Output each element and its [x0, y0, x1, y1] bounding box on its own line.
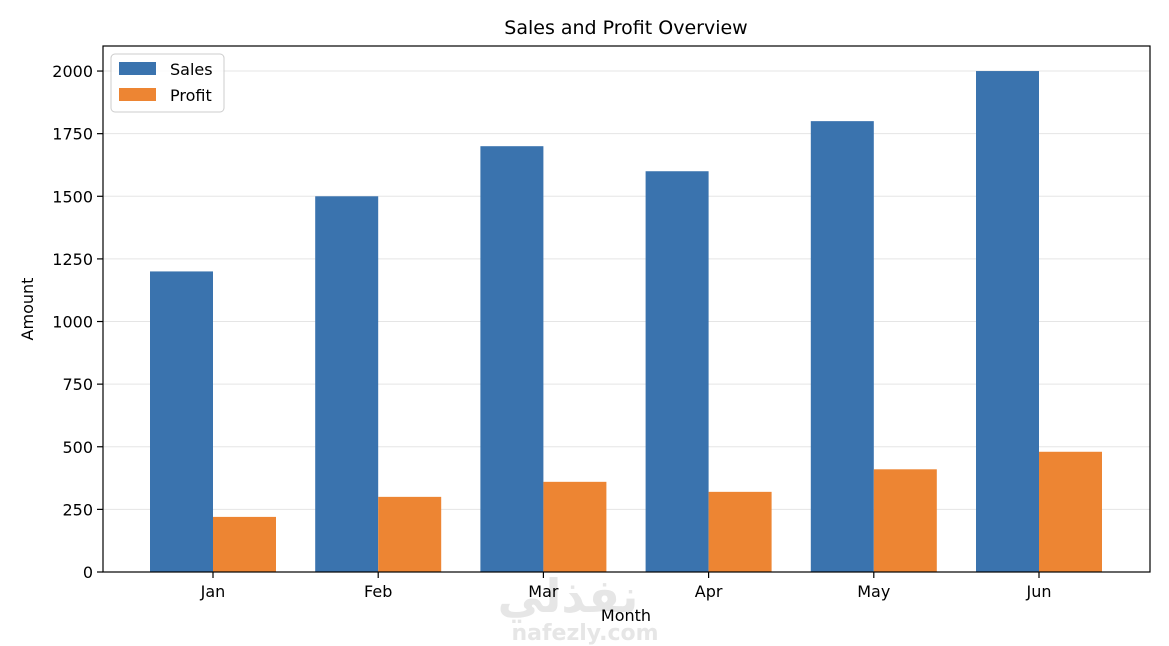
x-tick-label-feb: Feb: [364, 582, 392, 601]
watermark: نفذلي nafezly.com: [498, 569, 659, 646]
watermark-arabic: نفذلي: [498, 569, 639, 623]
bar-sales-jun: [976, 71, 1039, 573]
y-tick-label-1750: 1750: [52, 125, 93, 144]
legend-swatch-profit: [119, 88, 156, 101]
legend-label-sales: Sales: [170, 60, 213, 79]
bar-sales-may: [810, 121, 874, 573]
bars: [150, 71, 1102, 573]
bar-profit-may: [873, 469, 937, 572]
bar-profit-feb: [378, 496, 442, 572]
bar-sales-jan: [150, 271, 213, 572]
y-axis-ticks: 0 250 500 750 1000 1250 1500 1750 2000: [52, 62, 103, 582]
watermark-latin: nafezly.com: [511, 621, 658, 646]
y-tick-label-1250: 1250: [52, 250, 93, 269]
bar-sales-feb: [315, 196, 379, 573]
y-axis-label: Amount: [18, 278, 37, 341]
x-tick-label-mar: Mar: [528, 582, 559, 601]
bar-profit-mar: [543, 481, 607, 572]
x-tick-label-jun: Jun: [1026, 582, 1052, 601]
x-tick-label-may: May: [857, 582, 890, 601]
y-tick-label-2000: 2000: [52, 62, 93, 81]
bar-sales-apr: [645, 171, 709, 572]
x-tick-label-jan: Jan: [200, 582, 226, 601]
legend: Sales Profit: [110, 53, 225, 113]
bar-profit-jan: [213, 516, 276, 572]
y-tick-label-750: 750: [62, 375, 93, 394]
bar-profit-apr: [708, 491, 772, 572]
bar-profit-jun: [1039, 451, 1102, 572]
legend-swatch-sales: [119, 62, 156, 75]
x-axis-label: Month: [601, 606, 651, 625]
plot-frame: [102, 45, 1151, 573]
x-tick-label-apr: Apr: [695, 582, 723, 601]
y-tick-label-500: 500: [62, 438, 93, 457]
y-tick-label-1000: 1000: [52, 313, 93, 332]
bar-sales-mar: [480, 146, 544, 572]
y-tick-label-0: 0: [83, 563, 93, 582]
grid-lines: [103, 70, 1150, 510]
chart-title: Sales and Profit Overview: [504, 17, 747, 39]
legend-label-profit: Profit: [170, 86, 212, 105]
y-tick-label-1500: 1500: [52, 187, 93, 206]
x-axis-ticks: Jan Feb Mar Apr May Jun: [200, 572, 1052, 601]
y-tick-label-250: 250: [62, 500, 93, 519]
